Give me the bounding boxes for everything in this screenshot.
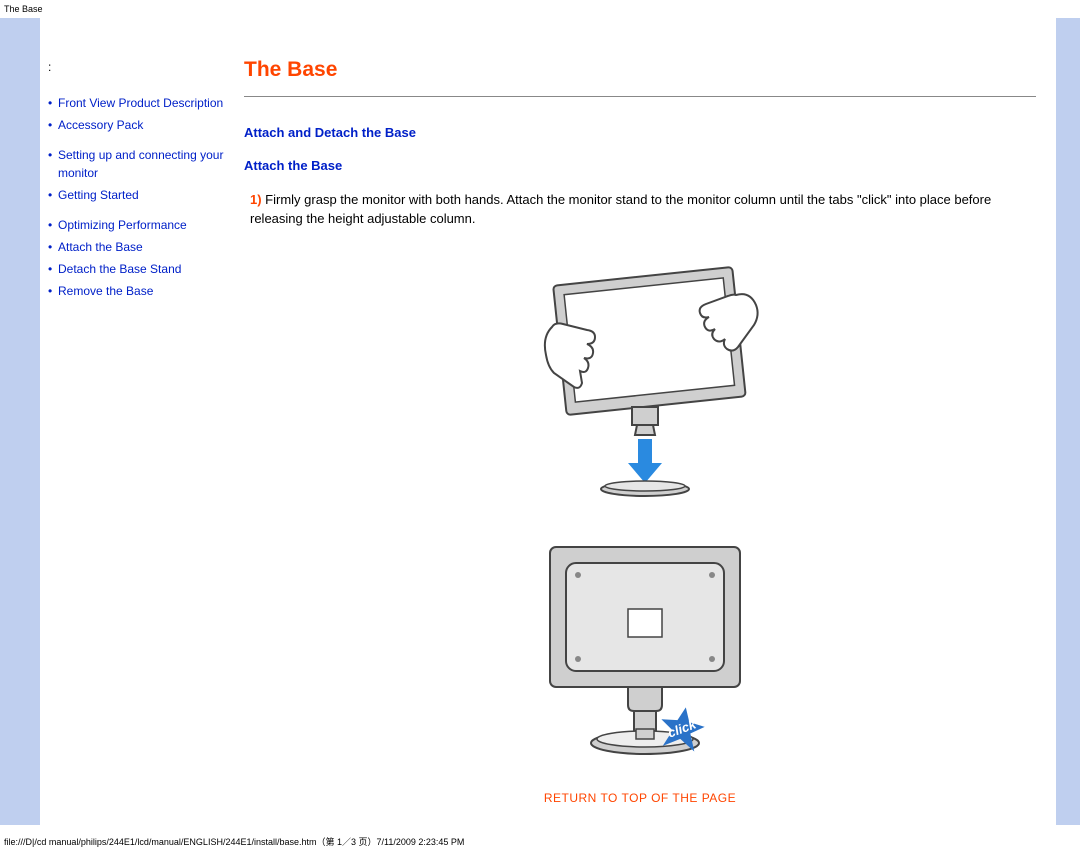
footer-file-path: file:///D|/cd manual/philips/244E1/lcd/m… bbox=[0, 825, 1080, 852]
bullet-icon: • bbox=[48, 94, 58, 112]
nav-list: •Front View Product Description•Accessor… bbox=[48, 94, 232, 300]
nav-link[interactable]: Setting up and connecting your monitor bbox=[58, 146, 232, 182]
title-rule bbox=[244, 96, 1036, 97]
nav-item: •Remove the Base bbox=[48, 282, 232, 300]
page-container: : •Front View Product Description•Access… bbox=[0, 18, 1080, 825]
nav-link[interactable]: Optimizing Performance bbox=[58, 216, 187, 234]
nav-prefix: : bbox=[48, 58, 232, 76]
bullet-icon: • bbox=[48, 260, 58, 278]
right-decor-stripe bbox=[1056, 18, 1080, 825]
sidebar-nav: : •Front View Product Description•Access… bbox=[40, 18, 240, 825]
nav-item: •Attach the Base bbox=[48, 238, 232, 256]
step-1: 1) Firmly grasp the monitor with both ha… bbox=[250, 191, 1036, 229]
nav-link[interactable]: Front View Product Description bbox=[58, 94, 223, 112]
bullet-icon: • bbox=[48, 282, 58, 300]
nav-item: •Setting up and connecting your monitor bbox=[48, 146, 232, 182]
bullet-icon: • bbox=[48, 216, 58, 234]
nav-item: •Front View Product Description bbox=[48, 94, 232, 112]
bullet-icon: • bbox=[48, 116, 58, 134]
nav-link[interactable]: Remove the Base bbox=[58, 282, 153, 300]
section-heading: Attach and Detach the Base bbox=[244, 125, 1036, 140]
nav-item: •Accessory Pack bbox=[48, 116, 232, 134]
nav-item: •Getting Started bbox=[48, 186, 232, 204]
figure-1 bbox=[244, 237, 1036, 509]
nav-item: •Detach the Base Stand bbox=[48, 260, 232, 278]
subsection-heading: Attach the Base bbox=[244, 158, 1036, 173]
nav-link[interactable]: Accessory Pack bbox=[58, 116, 143, 134]
content-area: The Base Attach and Detach the Base Atta… bbox=[240, 18, 1056, 825]
step-number: 1) bbox=[250, 192, 262, 207]
bullet-icon: • bbox=[48, 186, 58, 204]
monitor-front-illustration bbox=[500, 257, 780, 497]
left-decor-stripe bbox=[0, 18, 40, 825]
bullet-icon: • bbox=[48, 238, 58, 256]
nav-item: •Optimizing Performance bbox=[48, 216, 232, 234]
nav-link[interactable]: Getting Started bbox=[58, 186, 139, 204]
bullet-icon: • bbox=[48, 146, 58, 182]
nav-link[interactable]: Detach the Base Stand bbox=[58, 260, 181, 278]
figure-2: click bbox=[244, 509, 1036, 781]
nav-link[interactable]: Attach the Base bbox=[58, 238, 143, 256]
window-title: The Base bbox=[0, 0, 1080, 18]
return-to-top-link[interactable]: RETURN TO TOP OF THE PAGE bbox=[244, 791, 1036, 805]
page-title: The Base bbox=[244, 58, 1036, 82]
step-text: Firmly grasp the monitor with both hands… bbox=[250, 192, 991, 226]
monitor-rear-illustration: click bbox=[500, 529, 780, 769]
